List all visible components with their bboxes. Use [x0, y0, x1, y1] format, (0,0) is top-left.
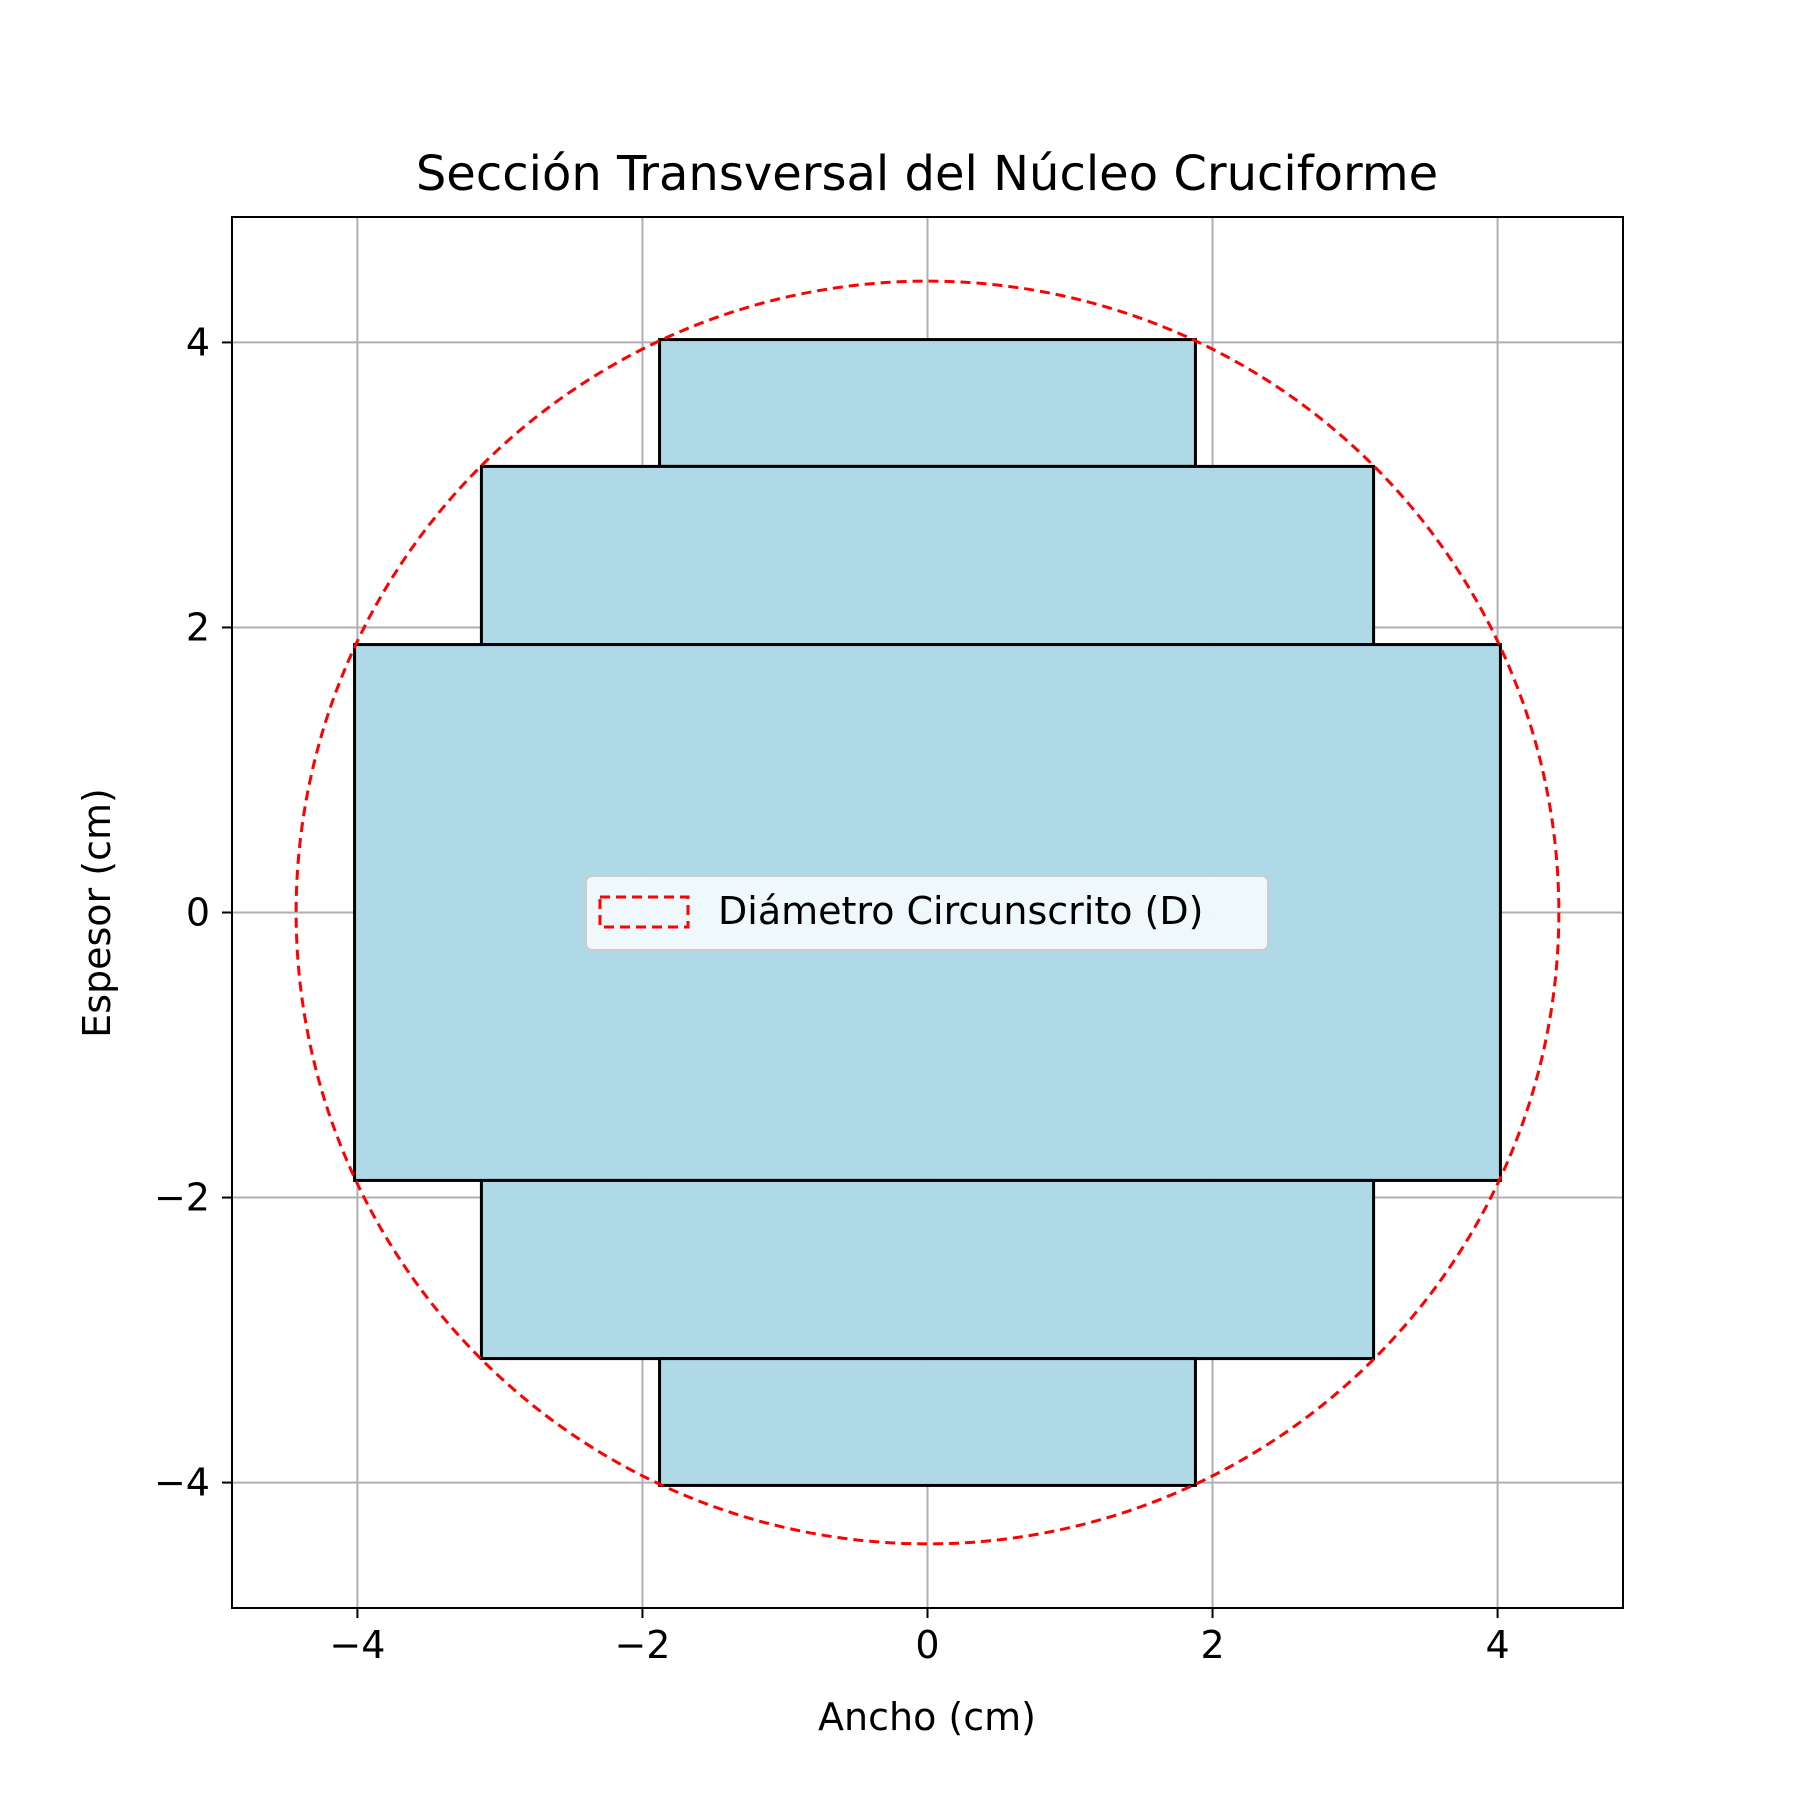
x-tick-label-3: 2 — [1200, 1623, 1224, 1667]
chart-title: Sección Transversal del Núcleo Cruciform… — [416, 146, 1438, 202]
x-axis-ticks: −4 −2 0 2 4 — [329, 1608, 1510, 1667]
y-axis-ticks: −4 −2 0 2 4 — [154, 320, 232, 1505]
circumscribed-circle — [294, 279, 1561, 1546]
circumscribed-circle-layer — [294, 279, 1561, 1546]
core-step-5 — [658, 1357, 1197, 1487]
x-axis-label: Ancho (cm) — [818, 1695, 1036, 1739]
y-axis-label: Espesor (cm) — [75, 788, 119, 1038]
x-tick-label-4: 4 — [1485, 1623, 1509, 1667]
legend-box — [585, 875, 1269, 951]
core-step-2 — [479, 464, 1376, 647]
y-tick-label-4: 4 — [186, 320, 210, 364]
x-tick-label-0: −4 — [329, 1623, 385, 1667]
x-tick-label-2: 0 — [915, 1623, 939, 1667]
y-tick-label-1: −2 — [154, 1176, 210, 1220]
core-step-4 — [479, 1178, 1376, 1361]
legend: Diámetro Circunscrito (D) — [585, 875, 1269, 951]
y-tick-label-0: −4 — [154, 1461, 210, 1505]
legend-swatch — [598, 895, 690, 929]
y-tick-label-2: 0 — [186, 891, 210, 935]
core-step-1 — [658, 338, 1197, 468]
x-tick-label-1: −2 — [614, 1623, 670, 1667]
legend-label: Diámetro Circunscrito (D) — [718, 889, 1203, 933]
y-tick-label-3: 2 — [186, 605, 210, 649]
